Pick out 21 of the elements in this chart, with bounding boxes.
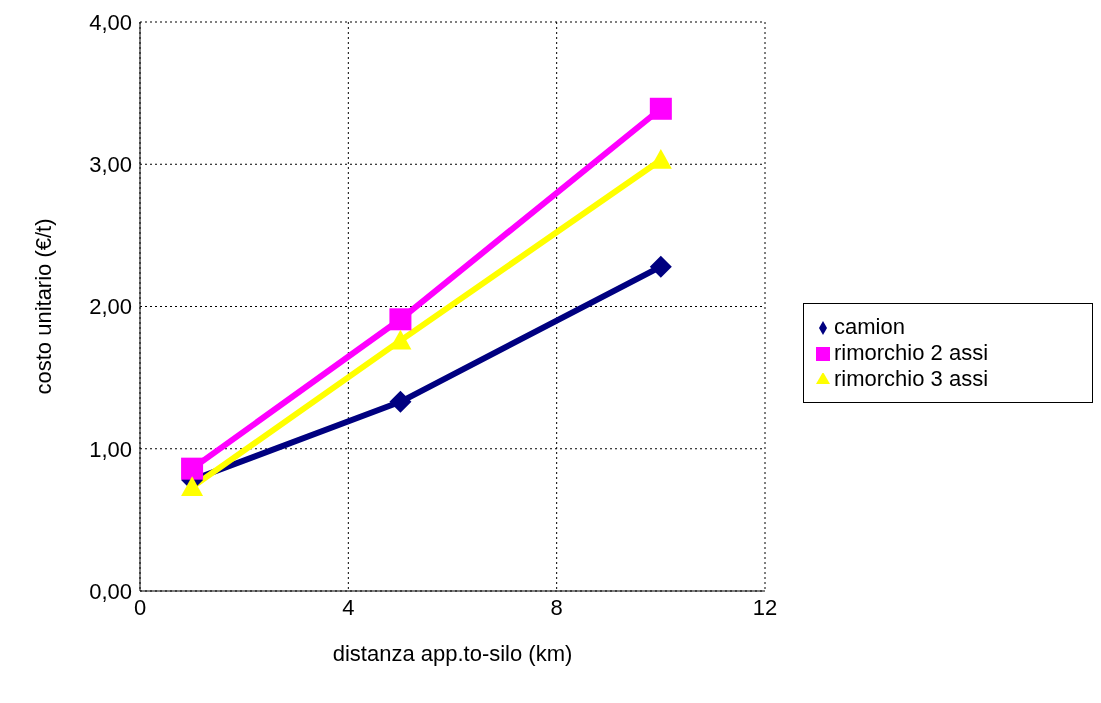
x-axis-title: distanza app.to-silo (km) <box>332 641 573 666</box>
point <box>389 308 412 331</box>
y-tick-label: 4,00 <box>89 9 132 35</box>
x-tick-label: 12 <box>752 594 778 620</box>
legend-label: rimorchio 3 assi <box>834 366 989 391</box>
x-tick-label: 0 <box>133 594 147 620</box>
point <box>181 476 204 496</box>
point <box>649 97 672 120</box>
y-axis-title: costo unitario (€/t) <box>30 218 56 395</box>
point <box>389 329 412 350</box>
legend-label: rimorchio 2 assi <box>834 340 989 365</box>
legend-label: camion <box>834 314 905 339</box>
y-tick-label: 0,00 <box>89 578 132 604</box>
point <box>389 390 412 413</box>
y-tick-label: 1,00 <box>89 436 132 462</box>
point <box>649 255 672 278</box>
x-tick-label: 8 <box>550 594 563 620</box>
y-tick-label: 3,00 <box>89 152 132 178</box>
point <box>181 457 204 480</box>
x-tick-label: 4 <box>342 594 355 620</box>
y-tick-label: 2,00 <box>89 294 132 320</box>
